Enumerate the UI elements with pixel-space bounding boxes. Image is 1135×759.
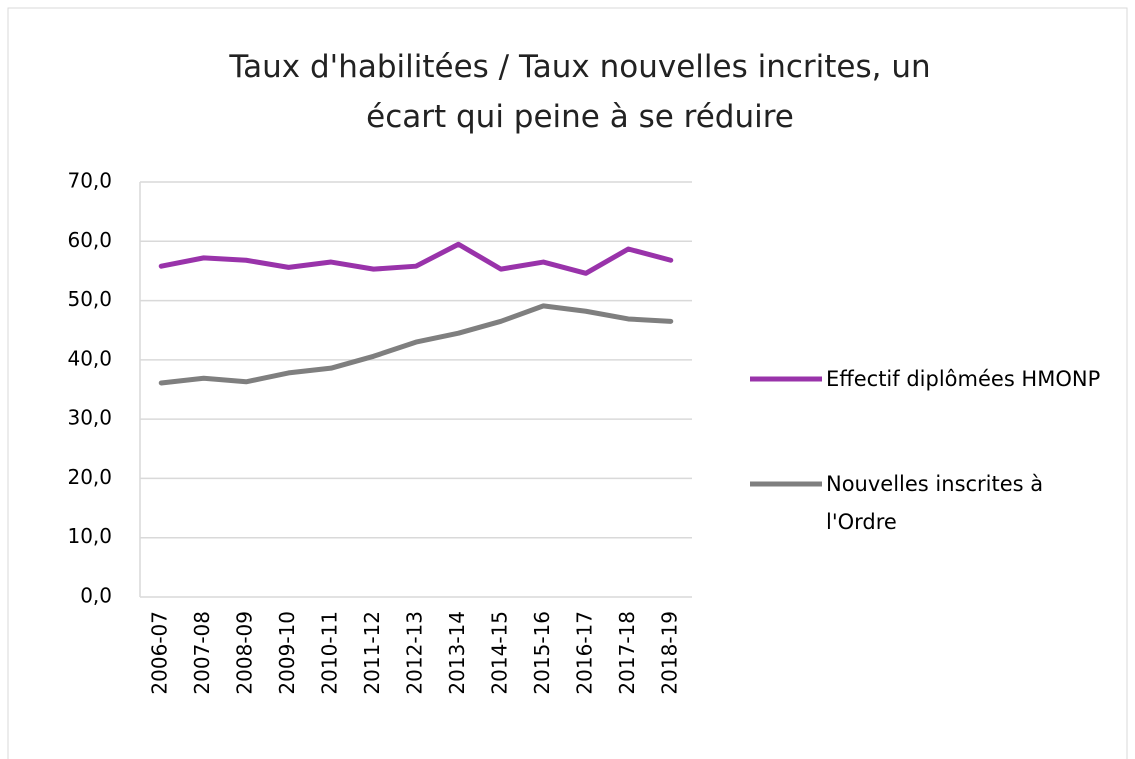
x-tick-label: 2009-10 — [275, 611, 299, 695]
y-tick-label: 40,0 — [67, 346, 112, 370]
x-tick-label: 2018-19 — [657, 611, 681, 695]
y-tick-label: 50,0 — [67, 287, 112, 311]
x-tick-label: 2012-13 — [403, 611, 427, 695]
x-tick-label: 2015-16 — [530, 611, 554, 695]
y-tick-label: 10,0 — [67, 524, 112, 548]
x-tick-label: 2007-08 — [190, 611, 214, 695]
x-tick-label: 2011-12 — [360, 611, 384, 695]
y-tick-label: 30,0 — [67, 406, 112, 430]
y-tick-label: 20,0 — [67, 465, 112, 489]
x-tick-label: 2010-11 — [318, 611, 342, 695]
legend-label: Effectif diplômées HMONP — [826, 367, 1101, 391]
legend-label: Nouvelles inscrites à l'Ordre — [826, 472, 1044, 534]
chart-title: Taux d'habilitées / Taux nouvelles incri… — [229, 49, 931, 135]
y-tick-label: 60,0 — [67, 228, 112, 252]
y-tick-label: 70,0 — [67, 169, 112, 193]
x-tick-label: 2016-17 — [572, 611, 596, 695]
y-tick-label: 0,0 — [80, 584, 112, 608]
series-line — [158, 303, 674, 386]
x-tick-label: 2014-15 — [487, 611, 511, 695]
x-tick-label: 2017-18 — [615, 611, 639, 695]
x-tick-label: 2006-07 — [148, 611, 172, 695]
series-line — [158, 241, 674, 276]
chart-border — [7, 7, 1128, 759]
x-tick-label: 2008-09 — [233, 611, 257, 695]
x-tick-label: 2013-14 — [445, 611, 469, 695]
